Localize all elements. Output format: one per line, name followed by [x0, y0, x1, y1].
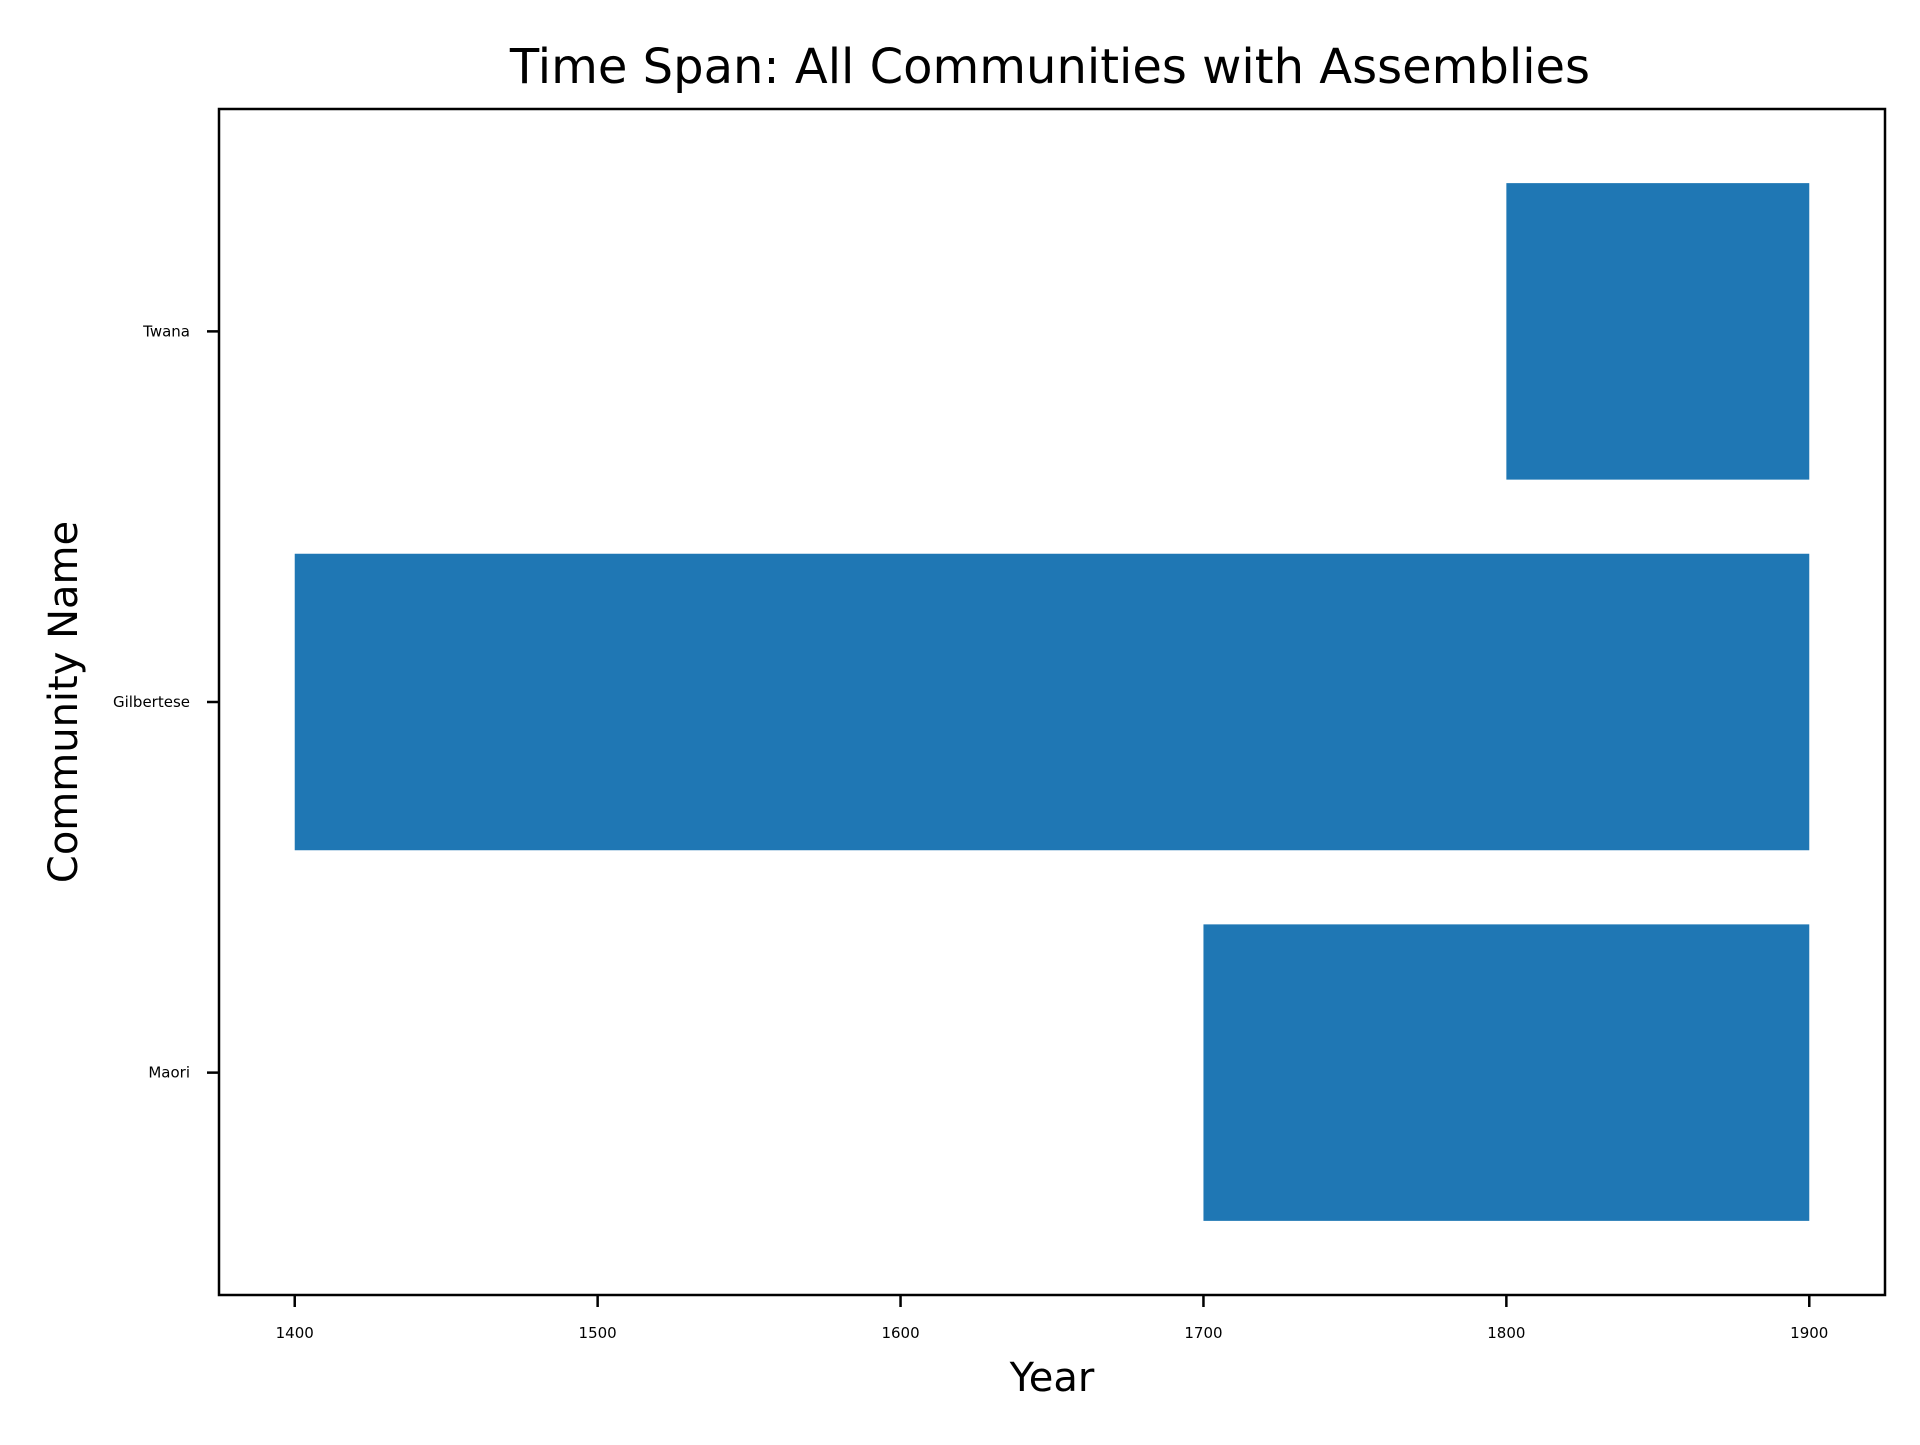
bars-layer [294, 183, 1810, 1221]
y-tick-label: Gilbertese [113, 693, 190, 711]
x-tick-label: 1500 [579, 1324, 617, 1342]
y-tick-label: Maori [148, 1064, 190, 1082]
bar-gilbertese [294, 553, 1810, 851]
y-ticks-layer: Maori Gilbertese Twana [113, 322, 219, 1082]
bar-maori [1203, 924, 1810, 1221]
y-tick-label: Twana [142, 322, 190, 340]
chart-title: Time Span: All Communities with Assembli… [509, 39, 1590, 95]
y-axis-label: Community Name [41, 521, 87, 883]
x-axis-label: Year [1009, 1355, 1095, 1401]
x-tick-label: 1900 [1790, 1324, 1828, 1342]
bar-twana [1506, 183, 1810, 480]
x-tick-label: 1700 [1184, 1324, 1222, 1342]
plot-frame [217, 107, 1887, 1297]
x-ticks-layer: 1400 1500 1600 1700 1800 1900 [276, 1295, 1828, 1342]
x-tick-label: 1800 [1487, 1324, 1525, 1342]
x-tick-label: 1600 [881, 1324, 919, 1342]
x-tick-label: 1400 [276, 1324, 314, 1342]
